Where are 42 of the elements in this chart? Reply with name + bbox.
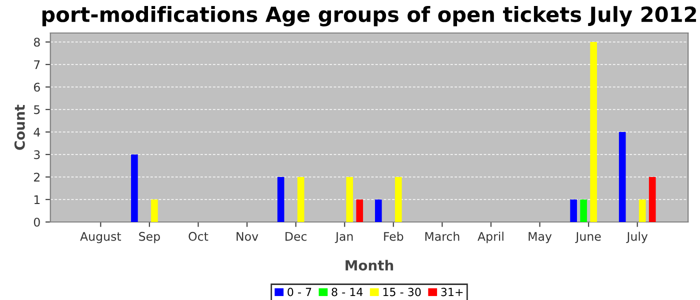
y-tick-label: 4	[34, 128, 40, 136]
y-tick-label: 5	[34, 105, 40, 114]
x-tick-label: Nov	[236, 232, 258, 241]
y-axis-title: Count	[14, 104, 25, 150]
bar	[131, 154, 138, 222]
y-tick-label: 1	[34, 195, 40, 204]
x-tick-label: August	[80, 232, 122, 244]
y-tick-label: 8	[34, 38, 40, 47]
y-tick-label: 3	[34, 150, 40, 160]
bar	[570, 200, 577, 222]
x-tick-label: July	[626, 232, 648, 244]
x-tick-label: May	[528, 232, 552, 244]
x-tick-label: June	[575, 232, 601, 244]
bar	[151, 200, 158, 222]
bar	[580, 200, 587, 222]
y-tick-label: 0	[34, 218, 40, 227]
bar	[374, 200, 382, 222]
bar	[394, 177, 402, 222]
y-tick-label: 7	[34, 60, 40, 69]
x-tick-label: April	[478, 232, 504, 244]
legend-label: 15 - 30	[383, 288, 421, 296]
bar	[346, 177, 354, 222]
bar	[590, 42, 597, 222]
x-tick-label: Dec	[286, 232, 307, 241]
bar	[297, 177, 304, 222]
bar	[638, 200, 646, 222]
x-axis-title: Month	[346, 260, 394, 271]
x-tick-label: Feb	[384, 232, 404, 241]
bar	[277, 177, 284, 222]
y-tick-label: 6	[34, 82, 40, 92]
x-tick-label: Jan	[334, 232, 353, 244]
x-tick-label: Oct	[188, 232, 208, 241]
bar	[618, 132, 626, 222]
chart-title: port-modifications Age groups of open tickets July 2012	[42, 6, 696, 26]
legend-label: 8 - 14	[332, 288, 363, 296]
x-tick-label: Sep	[139, 232, 160, 244]
bar	[648, 177, 656, 222]
y-tick-label: 2	[34, 172, 40, 182]
legend-label: 0 - 7	[288, 288, 312, 296]
x-tick-label: March	[425, 232, 460, 241]
bar	[356, 200, 364, 222]
legend-label: 31+	[441, 288, 463, 296]
